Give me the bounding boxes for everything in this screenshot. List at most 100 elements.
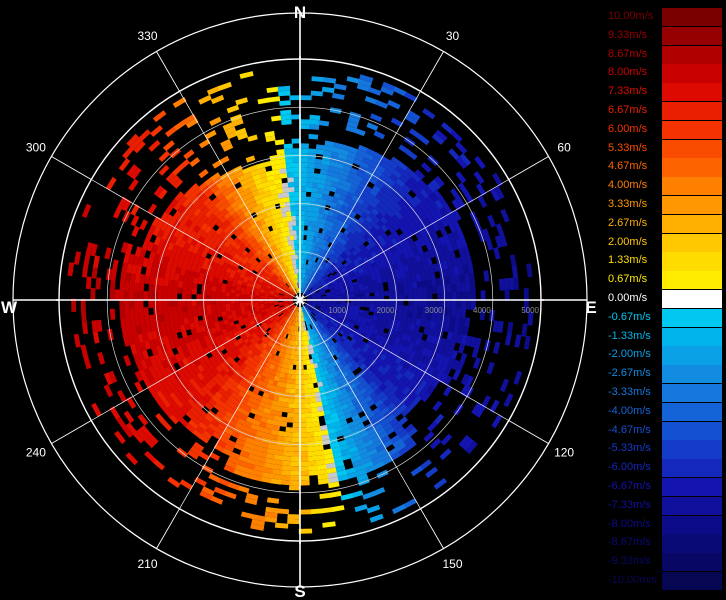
velocity-gate <box>311 301 317 303</box>
velocity-gate <box>325 423 335 430</box>
velocity-gate <box>295 335 299 341</box>
velocity-gate <box>293 167 301 173</box>
velocity-gate <box>300 288 302 293</box>
velocity-gate <box>273 274 278 279</box>
velocity-gate <box>279 168 288 174</box>
velocity-gate <box>322 333 327 339</box>
velocity-gate <box>319 279 325 284</box>
velocity-gate <box>403 288 409 296</box>
velocity-gate <box>307 286 311 291</box>
velocity-gate <box>436 307 442 316</box>
velocity-gate <box>121 425 134 438</box>
velocity-gate <box>311 296 317 299</box>
velocity-gate <box>335 333 342 340</box>
velocity-gate <box>513 370 523 385</box>
velocity-gate <box>83 253 91 267</box>
velocity-gate <box>289 95 302 101</box>
velocity-gate <box>221 414 232 424</box>
velocity-gate <box>173 272 180 281</box>
velocity-gate <box>230 296 235 300</box>
velocity-gate <box>278 294 284 297</box>
velocity-gate <box>218 406 228 416</box>
velocity-gate <box>327 312 333 317</box>
velocity-gate <box>315 197 323 204</box>
velocity-gate <box>370 113 383 123</box>
velocity-gate <box>250 322 257 328</box>
velocity-gate <box>315 326 320 332</box>
velocity-gate <box>313 362 319 369</box>
velocity-gate <box>307 373 313 380</box>
velocity-gate <box>340 267 347 273</box>
velocity-gate <box>231 246 239 254</box>
velocity-gate <box>135 324 143 335</box>
velocity-gate <box>81 321 89 335</box>
velocity-gate <box>261 354 268 361</box>
velocity-gate <box>307 314 311 320</box>
velocity-gate <box>140 425 152 438</box>
velocity-gate <box>272 282 278 287</box>
velocity-gate <box>245 310 252 315</box>
velocity-gate <box>337 255 343 261</box>
range-label: 4000 <box>473 306 491 315</box>
velocity-gate <box>334 430 344 438</box>
velocity-gate <box>289 280 293 286</box>
velocity-gate <box>186 397 196 408</box>
colorbar-label: -4.00m/s <box>608 404 651 417</box>
velocity-gate <box>221 447 233 457</box>
velocity-gate <box>403 398 413 408</box>
colorbar-label: 9.33m/s <box>608 28 648 41</box>
velocity-gate <box>73 251 81 265</box>
velocity-gate <box>235 292 241 297</box>
velocity-gate <box>459 352 468 364</box>
velocity-gate <box>285 312 290 317</box>
velocity-gate <box>334 253 341 259</box>
velocity-gate <box>210 265 217 273</box>
velocity-gate <box>210 394 220 403</box>
velocity-gate <box>283 301 289 304</box>
velocity-gate <box>201 486 215 496</box>
velocity-gate <box>163 277 170 287</box>
velocity-gate <box>134 273 141 284</box>
velocity-gate <box>225 460 237 469</box>
velocity-gate <box>254 304 260 308</box>
velocity-gate <box>327 432 337 440</box>
velocity-gate <box>217 277 224 284</box>
velocity-gate <box>309 289 314 293</box>
velocity-gate <box>392 438 404 448</box>
velocity-gate <box>85 276 92 289</box>
velocity-gate <box>443 268 451 278</box>
velocity-gate <box>184 323 191 331</box>
velocity-gate <box>345 400 354 409</box>
velocity-gate <box>241 258 248 265</box>
velocity-gate <box>338 444 349 452</box>
velocity-gate <box>383 290 390 296</box>
velocity-gate <box>311 293 316 296</box>
velocity-gate <box>167 241 175 251</box>
velocity-gate <box>231 285 237 290</box>
velocity-gate <box>274 522 289 529</box>
velocity-gate <box>263 316 269 321</box>
velocity-gate <box>308 216 314 222</box>
velocity-gate <box>309 290 315 294</box>
velocity-gate <box>402 283 408 290</box>
velocity-gate <box>190 353 198 362</box>
velocity-gate <box>334 275 340 280</box>
velocity-gate <box>344 337 351 344</box>
velocity-gate <box>253 267 260 273</box>
velocity-gate <box>406 372 416 382</box>
velocity-gate <box>443 234 451 245</box>
velocity-gate <box>429 192 439 203</box>
velocity-gate <box>265 135 276 143</box>
azimuth-label: 30 <box>446 29 460 43</box>
velocity-gate <box>347 171 357 180</box>
velocity-gate <box>296 360 300 366</box>
velocity-gate <box>262 314 268 319</box>
velocity-gate <box>245 416 255 424</box>
velocity-gate <box>115 415 127 429</box>
velocity-gate <box>402 436 414 447</box>
velocity-gate <box>289 475 300 481</box>
velocity-gate <box>391 409 402 419</box>
velocity-gate <box>183 317 190 325</box>
velocity-gate <box>147 433 159 445</box>
colorbar-swatch <box>662 421 722 440</box>
